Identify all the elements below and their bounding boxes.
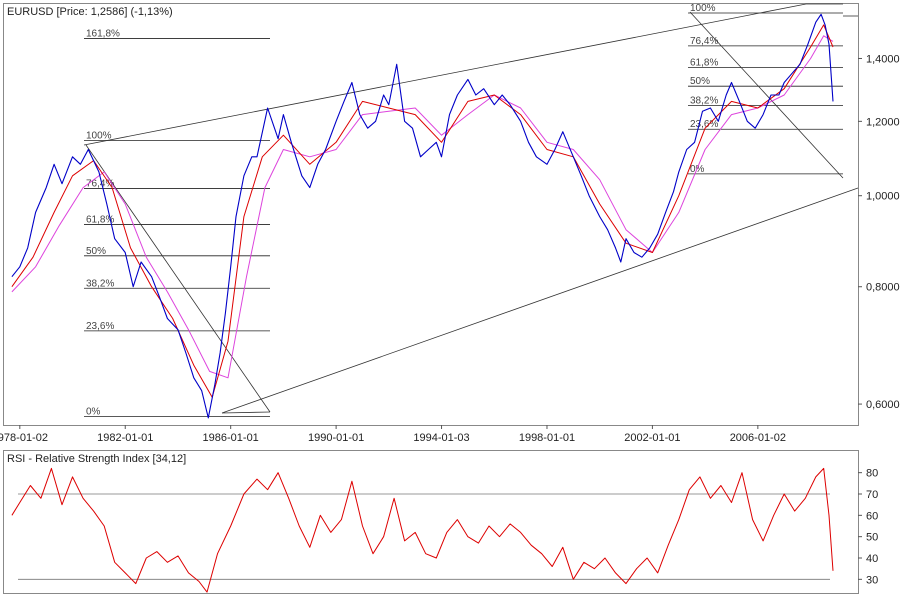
fib-levels-left: 161,8% 100% 76,4% 61,8% 50% 38,2% 23,6% 0% — [84, 29, 270, 418]
xtick-label-6: 2002-01-01 — [624, 432, 680, 444]
price-ytick-label-4: 1,4000 — [866, 53, 900, 65]
price-ytick-label-1: 0,8000 — [866, 282, 900, 294]
price-ytick-label-3: 1,2000 — [866, 116, 900, 128]
trend-line-upper — [83, 3, 807, 146]
rsi-y-axis: 80 70 60 50 40 30 — [858, 468, 878, 586]
rsi-ytick-label-2: 60 — [866, 510, 878, 522]
fib-left-label-2: 76,4% — [86, 178, 114, 189]
fib-right-label-4: 38,2% — [690, 95, 718, 106]
fib-left-label-4: 50% — [86, 246, 106, 257]
series-line-rsi — [11, 467, 834, 593]
rsi-ytick-label-4: 40 — [866, 553, 878, 565]
fib-base-left — [221, 411, 271, 414]
fib-left-label-7: 0% — [86, 407, 101, 418]
fib-right-label-0: 100% — [690, 3, 716, 14]
trend-lines — [83, 3, 859, 414]
series-line-ma_slow — [11, 35, 834, 379]
rsi-panel-frame — [3, 450, 859, 594]
rsi-ytick-label-5: 30 — [866, 574, 878, 586]
rsi-levels — [18, 493, 830, 580]
fib-left-label-0: 161,8% — [86, 29, 120, 40]
xtick-label-0: 1978-01-02 — [0, 432, 48, 444]
xtick-label-7: 2006-01-02 — [730, 432, 786, 444]
price-ytick-label-2: 1,0000 — [866, 191, 900, 203]
fib-diagonal-left — [85, 144, 271, 413]
rsi-ytick-label-0: 80 — [866, 468, 878, 480]
trend-line-lower — [221, 187, 859, 414]
x-axis: 1978-01-02 1982-01-01 1986-01-01 1990-01-01… — [0, 425, 786, 444]
xtick-label-4: 1994-01-03 — [413, 432, 469, 444]
price-panel-frame — [3, 3, 859, 426]
xtick-label-3: 1990-01-01 — [308, 432, 364, 444]
series-line-ma_fast — [11, 24, 834, 398]
rsi-series-group — [11, 467, 834, 593]
series-line-price — [11, 13, 834, 419]
price-chart-title: EURUSD [Price: 1,2586] (-1,13%) — [7, 6, 173, 18]
fib-right-label-1: 76,4% — [690, 36, 718, 47]
rsi-ytick-label-3: 50 — [866, 532, 878, 544]
fib-left-label-1: 100% — [86, 130, 112, 141]
fib-levels-right: 100%76,4%61,8%50%38,2%23,6%0% — [688, 3, 843, 175]
xtick-label-2: 1986-01-01 — [203, 432, 259, 444]
rsi-chart-title: RSI - Relative Strength Index [34,12] — [7, 453, 186, 465]
fib-right-label-2: 61,8% — [690, 58, 718, 69]
fib-left-label-3: 61,8% — [86, 214, 114, 225]
fib-diagonal-right — [689, 11, 844, 179]
price-ytick-label-0: 0,6000 — [866, 399, 900, 411]
price-y-axis: 0,6000 0,8000 1,0000 1,2000 1,4000 — [858, 53, 900, 411]
fib-left-label-6: 23,6% — [86, 321, 114, 332]
price-series-group — [11, 13, 834, 419]
xtick-label-1: 1982-01-01 — [97, 432, 153, 444]
rsi-ytick-label-1: 70 — [866, 489, 878, 501]
fib-right-label-5: 23,6% — [690, 119, 718, 130]
xtick-label-5: 1998-01-01 — [519, 432, 575, 444]
fib-right-label-3: 50% — [690, 76, 710, 87]
fib-left-label-5: 38,2% — [86, 278, 114, 289]
